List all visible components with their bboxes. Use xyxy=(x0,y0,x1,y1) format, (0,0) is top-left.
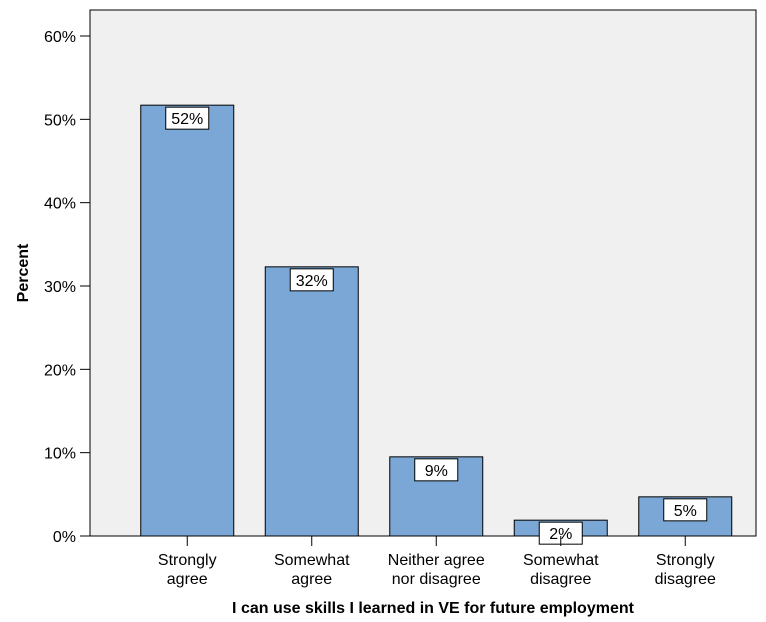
bar xyxy=(140,104,235,537)
y-tick-label: 20% xyxy=(44,362,76,379)
x-tick-label: disagree xyxy=(655,571,716,588)
data-label: 52% xyxy=(171,111,203,128)
data-label: 2% xyxy=(549,526,572,543)
data-label-box xyxy=(165,106,210,130)
data-label-box xyxy=(414,458,459,482)
data-label: 9% xyxy=(425,463,448,480)
bars: 52% 32% 9% 2% 5% xyxy=(140,104,733,545)
y-tick-label: 50% xyxy=(44,112,76,129)
bar xyxy=(264,266,359,537)
y-tick-label: 60% xyxy=(44,29,76,46)
y-axis: 0% 10% 20% 30% 40% 50% 60% xyxy=(44,29,90,546)
y-tick-label: 30% xyxy=(44,279,76,296)
data-label-box xyxy=(289,268,334,292)
x-axis: Strongly agree Somewhat agree Neither agree n… xyxy=(158,536,716,588)
x-tick-label: Somewhat xyxy=(274,552,350,569)
data-label: 32% xyxy=(296,273,328,290)
x-tick-label: nor disagree xyxy=(392,571,481,588)
y-tick-label: 40% xyxy=(44,196,76,213)
data-label: 5% xyxy=(674,503,697,520)
x-tick-label: Strongly xyxy=(656,552,715,569)
x-axis-title: I can use skills I learned in VE for fut… xyxy=(232,600,635,617)
y-tick-label: 0% xyxy=(53,529,76,546)
x-tick-label: Neither agree xyxy=(388,552,485,569)
data-label-box xyxy=(663,498,708,522)
x-tick-label: Strongly xyxy=(158,552,217,569)
x-tick-label: disagree xyxy=(530,571,591,588)
x-tick-label: Somewhat xyxy=(523,552,599,569)
x-tick-label: agree xyxy=(291,571,332,588)
x-tick-label: agree xyxy=(167,571,208,588)
y-tick-label: 10% xyxy=(44,446,76,463)
y-axis-title: Percent xyxy=(15,243,32,302)
